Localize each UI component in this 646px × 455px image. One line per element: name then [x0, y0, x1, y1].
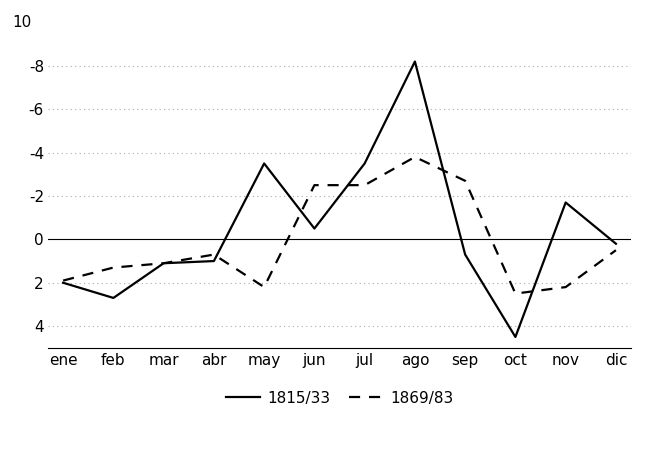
1815/33: [210, 258, 218, 264]
1815/33: [311, 226, 318, 231]
1815/33: [260, 161, 268, 166]
1815/33: [360, 161, 368, 166]
Line: 1869/83: 1869/83: [63, 157, 616, 293]
1869/83: [562, 284, 570, 290]
1869/83: [59, 278, 67, 283]
1815/33: [59, 280, 67, 285]
Text: 10: 10: [13, 15, 32, 30]
1869/83: [311, 182, 318, 188]
1869/83: [260, 284, 268, 290]
1869/83: [360, 182, 368, 188]
Legend: 1815/33, 1869/83: 1815/33, 1869/83: [220, 384, 459, 412]
1815/33: [110, 295, 118, 301]
1815/33: [562, 200, 570, 205]
1869/83: [461, 178, 469, 183]
1815/33: [160, 261, 167, 266]
1815/33: [612, 241, 620, 247]
1869/83: [612, 248, 620, 253]
Line: 1815/33: 1815/33: [63, 61, 616, 337]
1869/83: [160, 261, 167, 266]
1815/33: [512, 334, 519, 340]
1815/33: [461, 252, 469, 257]
1869/83: [110, 265, 118, 270]
1869/83: [210, 252, 218, 257]
1869/83: [411, 154, 419, 160]
1869/83: [512, 291, 519, 296]
1815/33: [411, 59, 419, 64]
